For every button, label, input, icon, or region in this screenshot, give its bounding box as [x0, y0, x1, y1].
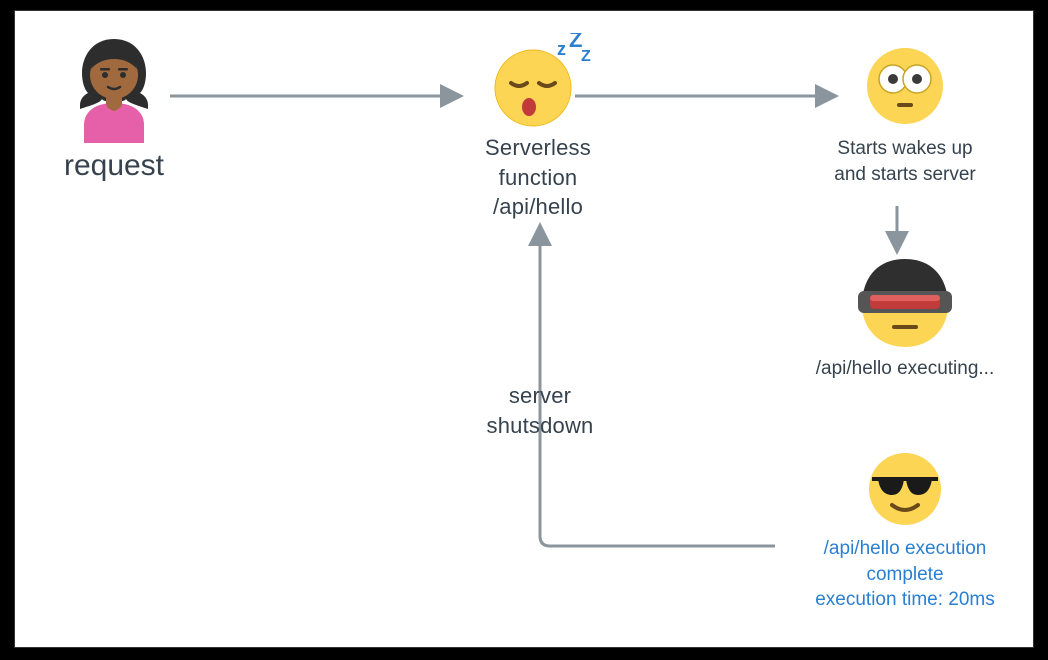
diagram-canvas: request z Z Z Serverless function /api/h…: [14, 10, 1034, 648]
svg-text:Z: Z: [581, 48, 591, 65]
user-label: request: [49, 148, 179, 184]
wake-label: Starts wakes up and starts server: [815, 136, 995, 187]
flushed-face-icon: [860, 41, 950, 131]
shutdown-label: server shutsdown: [455, 381, 625, 440]
sleeping-face-icon: z Z Z: [483, 33, 593, 128]
svg-text:z: z: [557, 39, 566, 59]
robot-visor-face-icon: [850, 251, 960, 351]
node-user: request: [49, 33, 179, 184]
sunglasses-face-icon: [860, 441, 950, 531]
node-executing: /api/hello executing...: [790, 251, 1020, 382]
executing-label: /api/hello executing...: [790, 356, 1020, 382]
person-avatar-icon: [64, 33, 164, 143]
node-shutdown: server shutsdown: [455, 381, 625, 440]
complete-label: /api/hello execution complete execution …: [790, 536, 1020, 613]
serverless-label: Serverless function /api/hello: [453, 133, 623, 222]
node-complete: /api/hello execution complete execution …: [790, 441, 1020, 613]
node-serverless: z Z Z Serverless function /api/hello: [453, 33, 623, 222]
node-wake: Starts wakes up and starts server: [815, 41, 995, 187]
